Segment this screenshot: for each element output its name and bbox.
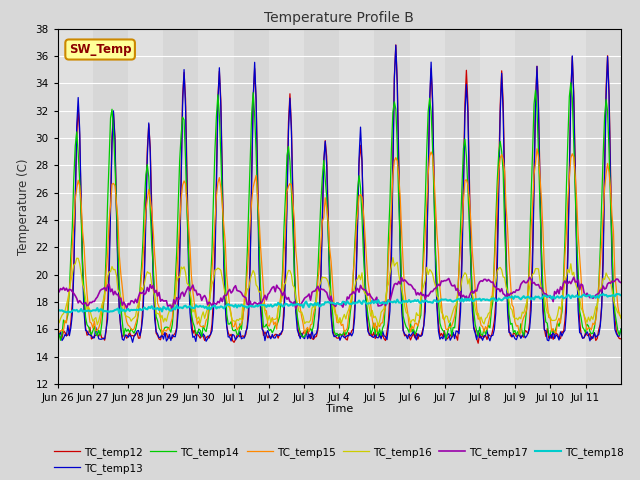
TC_temp12 [90, 333, 98, 339]
TC_temp14 [345, 325, 353, 331]
TC_temp15 [158, 332, 166, 338]
TC_temp15 [345, 313, 353, 319]
TC_temp18 [54, 309, 61, 315]
TC_temp17 [73, 296, 81, 301]
TC_temp18 [345, 300, 353, 306]
TC_temp12 [617, 336, 625, 342]
TC_temp17 [541, 291, 548, 297]
TC_temp13 [90, 335, 98, 341]
TC_temp18 [457, 299, 465, 304]
TC_temp14 [92, 330, 100, 336]
TC_temp15 [54, 322, 61, 328]
TC_temp16 [542, 304, 550, 310]
TC_temp14 [54, 332, 61, 338]
TC_temp16 [617, 315, 625, 321]
X-axis label: Time: Time [326, 405, 353, 414]
TC_temp17 [168, 308, 176, 313]
TC_temp18 [541, 293, 548, 299]
TC_temp14 [57, 337, 65, 343]
TC_temp16 [458, 276, 466, 282]
TC_temp18 [90, 307, 98, 313]
TC_temp17 [90, 299, 98, 304]
Line: TC_temp16: TC_temp16 [58, 258, 621, 326]
TC_temp12 [616, 336, 623, 341]
TC_temp15 [90, 318, 98, 324]
TC_temp15 [617, 313, 625, 319]
TC_temp13 [458, 261, 466, 266]
TC_temp17 [616, 279, 623, 285]
Line: TC_temp13: TC_temp13 [58, 45, 621, 342]
TC_temp18 [617, 292, 625, 298]
Bar [234, 29, 269, 384]
Line: TC_temp18: TC_temp18 [58, 294, 621, 313]
TC_temp18 [614, 291, 621, 297]
TC_temp14 [616, 332, 623, 338]
Line: TC_temp15: TC_temp15 [58, 149, 621, 335]
Text: SW_Temp: SW_Temp [69, 43, 131, 56]
TC_temp15 [533, 146, 541, 152]
TC_temp14 [457, 224, 465, 230]
Bar [93, 29, 128, 384]
Line: TC_temp12: TC_temp12 [58, 45, 621, 343]
Legend: TC_temp12, TC_temp13, TC_temp14, TC_temp15, TC_temp16, TC_temp17, TC_temp18: TC_temp12, TC_temp13, TC_temp14, TC_temp… [50, 443, 628, 478]
Bar [445, 29, 480, 384]
TC_temp14 [567, 80, 575, 85]
TC_temp18 [616, 291, 623, 297]
Bar [586, 29, 621, 384]
TC_temp12 [474, 340, 482, 346]
TC_temp17 [617, 280, 625, 286]
TC_temp16 [344, 310, 351, 316]
TC_temp12 [54, 334, 61, 340]
TC_temp12 [73, 134, 81, 140]
Line: TC_temp14: TC_temp14 [58, 83, 621, 340]
TC_temp17 [345, 296, 353, 301]
TC_temp16 [73, 255, 81, 261]
TC_temp16 [90, 316, 98, 322]
Bar [163, 29, 198, 384]
TC_temp13 [73, 123, 81, 129]
Y-axis label: Temperature (C): Temperature (C) [17, 158, 30, 255]
TC_temp15 [542, 284, 550, 289]
Line: TC_temp17: TC_temp17 [58, 277, 621, 311]
TC_temp14 [541, 306, 548, 312]
Bar [515, 29, 550, 384]
TC_temp13 [542, 328, 550, 334]
TC_temp13 [345, 333, 353, 339]
TC_temp13 [54, 327, 61, 333]
TC_temp13 [616, 333, 623, 339]
TC_temp18 [116, 311, 124, 316]
TC_temp16 [54, 315, 61, 321]
TC_temp16 [389, 255, 397, 261]
TC_temp17 [457, 289, 465, 295]
TC_temp12 [344, 337, 351, 343]
TC_temp14 [617, 326, 625, 332]
TC_temp16 [374, 323, 382, 329]
TC_temp18 [73, 307, 81, 313]
TC_temp13 [617, 326, 625, 332]
TC_temp13 [129, 339, 136, 345]
Title: Temperature Profile B: Temperature Profile B [264, 11, 414, 25]
TC_temp12 [457, 297, 465, 303]
TC_temp15 [73, 185, 81, 191]
TC_temp13 [392, 42, 399, 48]
TC_temp17 [570, 274, 577, 280]
TC_temp15 [457, 242, 465, 248]
TC_temp14 [74, 150, 82, 156]
TC_temp17 [54, 290, 61, 296]
TC_temp15 [616, 312, 623, 318]
Bar [374, 29, 410, 384]
TC_temp16 [616, 310, 623, 315]
Bar [304, 29, 339, 384]
TC_temp12 [392, 42, 399, 48]
TC_temp12 [542, 334, 550, 339]
